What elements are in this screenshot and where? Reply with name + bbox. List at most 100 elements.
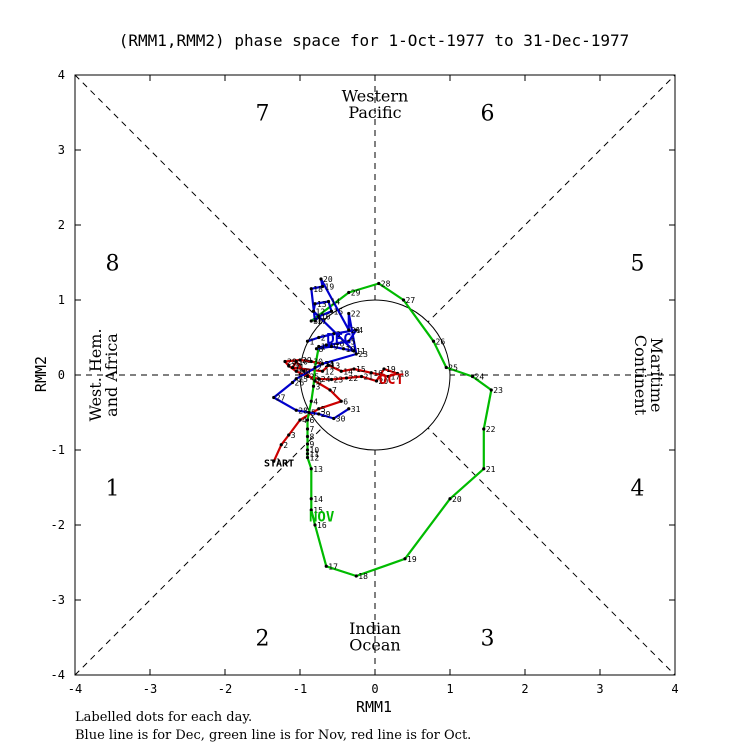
day-dot-nov bbox=[305, 418, 310, 422]
day-label-dec-31: 31 bbox=[351, 405, 361, 414]
day-dot-dec bbox=[354, 328, 358, 332]
day-dot-oct bbox=[328, 388, 332, 392]
day-dot-dec bbox=[294, 408, 298, 412]
day-dot-oct bbox=[283, 359, 287, 364]
day-dot-dec bbox=[294, 377, 298, 381]
day-label-nov-15: 15 bbox=[313, 506, 323, 515]
day-label-oct-3: 3 bbox=[291, 431, 296, 440]
day-dot-oct bbox=[298, 418, 302, 422]
day-dot-dec bbox=[320, 284, 325, 289]
day-label-dec-21: 21 bbox=[351, 326, 361, 335]
y-axis-label: RMM2 bbox=[32, 356, 50, 392]
day-dot-oct bbox=[290, 365, 295, 370]
day-dot-nov bbox=[305, 427, 310, 431]
day-dot-oct bbox=[294, 359, 298, 364]
day-label-oct-2: 2 bbox=[283, 441, 288, 450]
day-dot-dec bbox=[311, 309, 316, 313]
day-dot-dec bbox=[317, 314, 321, 319]
day-dot-dec bbox=[352, 349, 356, 353]
day-dot-oct bbox=[339, 369, 343, 373]
day-dot-nov bbox=[489, 388, 493, 392]
day-label-dec-18: 18 bbox=[313, 285, 323, 294]
day-dot-nov bbox=[377, 281, 381, 286]
day-dot-oct bbox=[339, 399, 343, 403]
day-label-oct-16: 16 bbox=[373, 369, 383, 378]
day-label-oct-28: 28 bbox=[287, 358, 297, 367]
x-tick-label: -2 bbox=[218, 682, 232, 696]
day-label-nov-17: 17 bbox=[328, 562, 338, 571]
day-label-nov-7: 7 bbox=[310, 425, 315, 434]
diagonal-line-1 bbox=[74, 74, 676, 676]
region-label-west-hem: West. Hem. bbox=[86, 328, 105, 421]
day-label-dec-17: 17 bbox=[317, 317, 327, 326]
day-label-oct-14: 14 bbox=[343, 367, 353, 376]
day-dot-dec bbox=[332, 416, 336, 421]
day-label-nov-13: 13 bbox=[313, 465, 323, 474]
day-label-nov-2: 2 bbox=[317, 364, 322, 373]
day-label-oct-6: 6 bbox=[343, 397, 348, 406]
y-tick-label: 0 bbox=[58, 368, 65, 382]
day-label-dec-11: 11 bbox=[356, 347, 366, 356]
day-label-dec-19: 19 bbox=[325, 283, 335, 292]
day-dot-nov bbox=[305, 452, 310, 456]
day-label-dec-15: 15 bbox=[334, 307, 344, 316]
day-dot-dec bbox=[313, 319, 317, 323]
day-label-dec-5: 5 bbox=[351, 337, 356, 346]
day-label-oct-17: 17 bbox=[391, 373, 401, 382]
day-label-oct-5: 5 bbox=[321, 405, 326, 414]
day-dot-nov bbox=[307, 410, 311, 415]
y-tick-label: 4 bbox=[58, 68, 65, 82]
phase-number-7: 7 bbox=[256, 102, 270, 127]
day-dot-oct bbox=[298, 358, 302, 362]
day-dot-oct bbox=[279, 443, 283, 447]
day-label-nov-23: 23 bbox=[493, 386, 503, 395]
day-label-nov-20: 20 bbox=[452, 495, 462, 504]
day-label-nov-10: 10 bbox=[310, 446, 320, 455]
day-dot-dec bbox=[309, 287, 313, 291]
day-dot-nov bbox=[482, 427, 486, 431]
day-dot-oct bbox=[326, 363, 331, 367]
day-dot-oct bbox=[287, 364, 291, 368]
legend-note-line-colors: Blue line is for Dec, green line is for … bbox=[75, 728, 471, 743]
phase-number-3: 3 bbox=[481, 627, 495, 652]
x-tick-label: 0 bbox=[371, 682, 378, 696]
day-label-nov-5: 5 bbox=[311, 409, 316, 418]
day-label-nov-28: 28 bbox=[381, 280, 391, 289]
month-label-dec: DEC bbox=[326, 332, 351, 348]
legend-note-daily-dots: Labelled dots for each day. bbox=[75, 710, 252, 725]
y-tick-label: 1 bbox=[58, 293, 65, 307]
day-dot-oct bbox=[309, 359, 313, 364]
day-label-nov-22: 22 bbox=[486, 425, 496, 434]
day-dot-oct bbox=[287, 433, 291, 437]
day-dot-nov bbox=[309, 399, 313, 403]
day-dot-nov bbox=[401, 298, 406, 302]
day-label-dec-23: 23 bbox=[358, 350, 368, 359]
day-dot-dec bbox=[317, 412, 321, 416]
day-label-oct-13: 13 bbox=[331, 361, 341, 370]
day-dot-dec bbox=[290, 380, 295, 385]
day-dot-nov bbox=[354, 574, 358, 578]
day-dot-nov bbox=[305, 455, 310, 460]
x-tick-label: 4 bbox=[671, 682, 678, 696]
day-dot-oct bbox=[374, 379, 379, 383]
chart-title: (RMM1,RMM2) phase space for 1-Oct-1977 t… bbox=[119, 31, 630, 50]
day-label-dec-16: 16 bbox=[321, 313, 331, 322]
day-dot-dec bbox=[332, 332, 336, 336]
day-dot-dec bbox=[335, 341, 340, 346]
day-dot-nov bbox=[482, 467, 486, 471]
day-label-oct-26: 26 bbox=[298, 367, 308, 376]
day-label-dec-10: 10 bbox=[346, 345, 356, 354]
day-label-oct-8: 8 bbox=[317, 377, 322, 386]
day-dot-dec bbox=[329, 309, 334, 313]
day-dot-nov bbox=[448, 497, 452, 501]
day-dot-oct bbox=[382, 367, 386, 371]
day-label-nov-11: 11 bbox=[310, 450, 320, 459]
phase-number-5: 5 bbox=[631, 252, 645, 277]
day-label-dec-12: 12 bbox=[316, 307, 326, 316]
day-label-nov-9: 9 bbox=[310, 440, 315, 449]
month-label-oct: OCT bbox=[379, 372, 404, 388]
x-axis-label: RMM1 bbox=[356, 698, 392, 716]
day-label-dec-24: 24 bbox=[325, 360, 335, 369]
